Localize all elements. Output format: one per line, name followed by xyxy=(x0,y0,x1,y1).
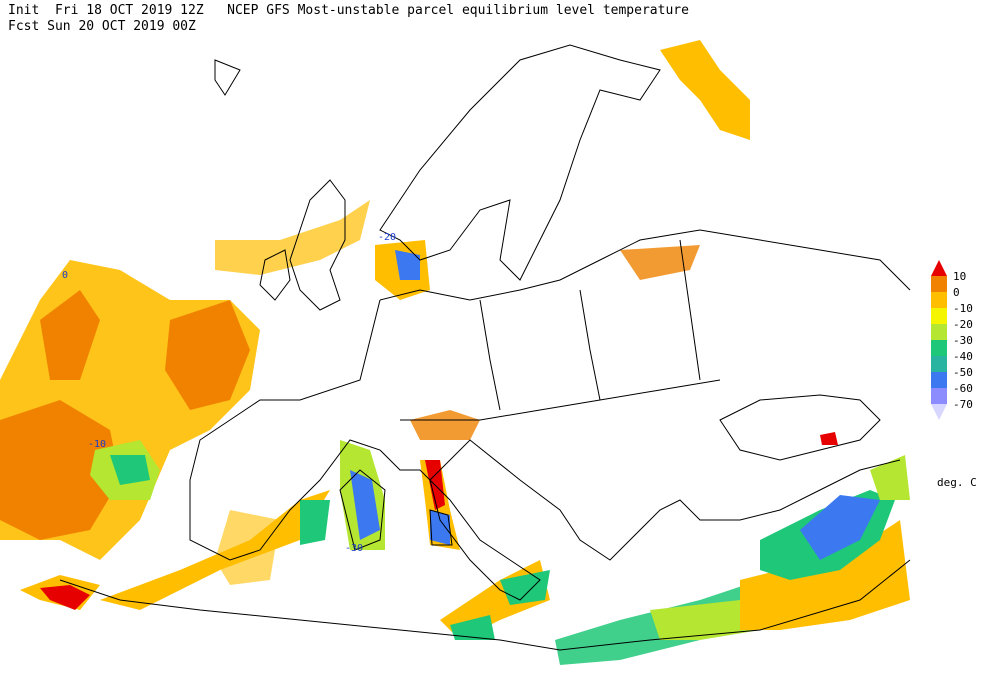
legend-swatch xyxy=(931,404,947,420)
legend-swatch xyxy=(931,356,947,372)
legend-swatch xyxy=(931,308,947,324)
coastlines xyxy=(59,44,911,651)
legend-label: -70 xyxy=(953,398,973,411)
legend-label: -30 xyxy=(953,334,973,347)
field-areas xyxy=(0,40,910,665)
legend-label: -10 xyxy=(953,302,973,315)
header-line: Init Fri 18 OCT 2019 12Z NCEP GFS Most-u… xyxy=(8,3,689,18)
legend-label: -50 xyxy=(953,366,973,379)
legend-label: 10 xyxy=(953,270,966,283)
contour-label: -30 xyxy=(345,543,363,554)
legend-label: -40 xyxy=(953,350,973,363)
legend-unit: deg. C xyxy=(937,476,977,489)
header-line: Fcst Sun 20 OCT 2019 00Z xyxy=(8,19,196,34)
legend-label: -20 xyxy=(953,318,973,331)
legend-swatch xyxy=(931,260,947,276)
legend-label: 0 xyxy=(953,286,960,299)
legend-swatch xyxy=(931,276,947,292)
contour-label: -10 xyxy=(88,439,106,450)
legend-swatch xyxy=(931,324,947,340)
legend-label: -60 xyxy=(953,382,973,395)
legend: 10 0 -10 -20 -30 -40 -50 -60 -70 xyxy=(931,260,973,420)
contour-label: -20 xyxy=(378,232,396,243)
legend-swatch xyxy=(931,388,947,404)
legend-swatch xyxy=(931,372,947,388)
legend-swatch xyxy=(931,292,947,308)
legend-swatch xyxy=(931,340,947,356)
contour-label: 0 xyxy=(62,270,68,281)
